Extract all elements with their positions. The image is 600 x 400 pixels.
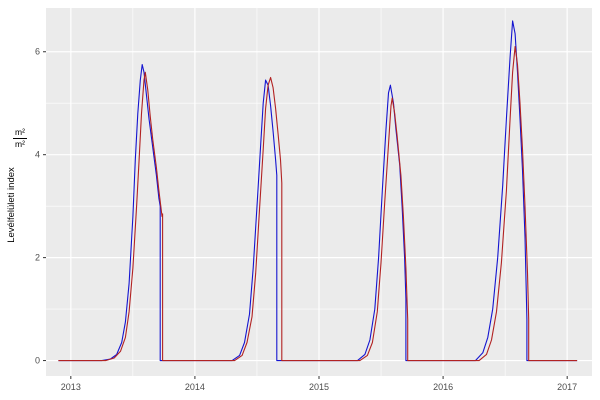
x-tick-label: 2017 bbox=[557, 382, 577, 392]
y-tick-label: 2 bbox=[35, 253, 40, 263]
y-axis-unit-fraction: m² m² bbox=[9, 128, 31, 149]
x-tick-label: 2016 bbox=[433, 382, 453, 392]
x-tick-label: 2014 bbox=[185, 382, 205, 392]
line-red-series bbox=[58, 46, 578, 362]
y-tick-label: 6 bbox=[35, 47, 40, 57]
fraction-bar bbox=[13, 137, 27, 139]
fraction-numerator: m² bbox=[15, 127, 25, 137]
x-tick-label: 2015 bbox=[309, 382, 329, 392]
y-axis-title-text: Levélfelületi index bbox=[6, 167, 17, 243]
y-tick-label: 4 bbox=[35, 150, 40, 160]
y-axis-title: Levélfelületi index bbox=[6, 145, 20, 265]
y-tick-label: 0 bbox=[35, 356, 40, 366]
x-tick-label: 2013 bbox=[61, 382, 81, 392]
fraction-denominator: m² bbox=[15, 138, 25, 149]
